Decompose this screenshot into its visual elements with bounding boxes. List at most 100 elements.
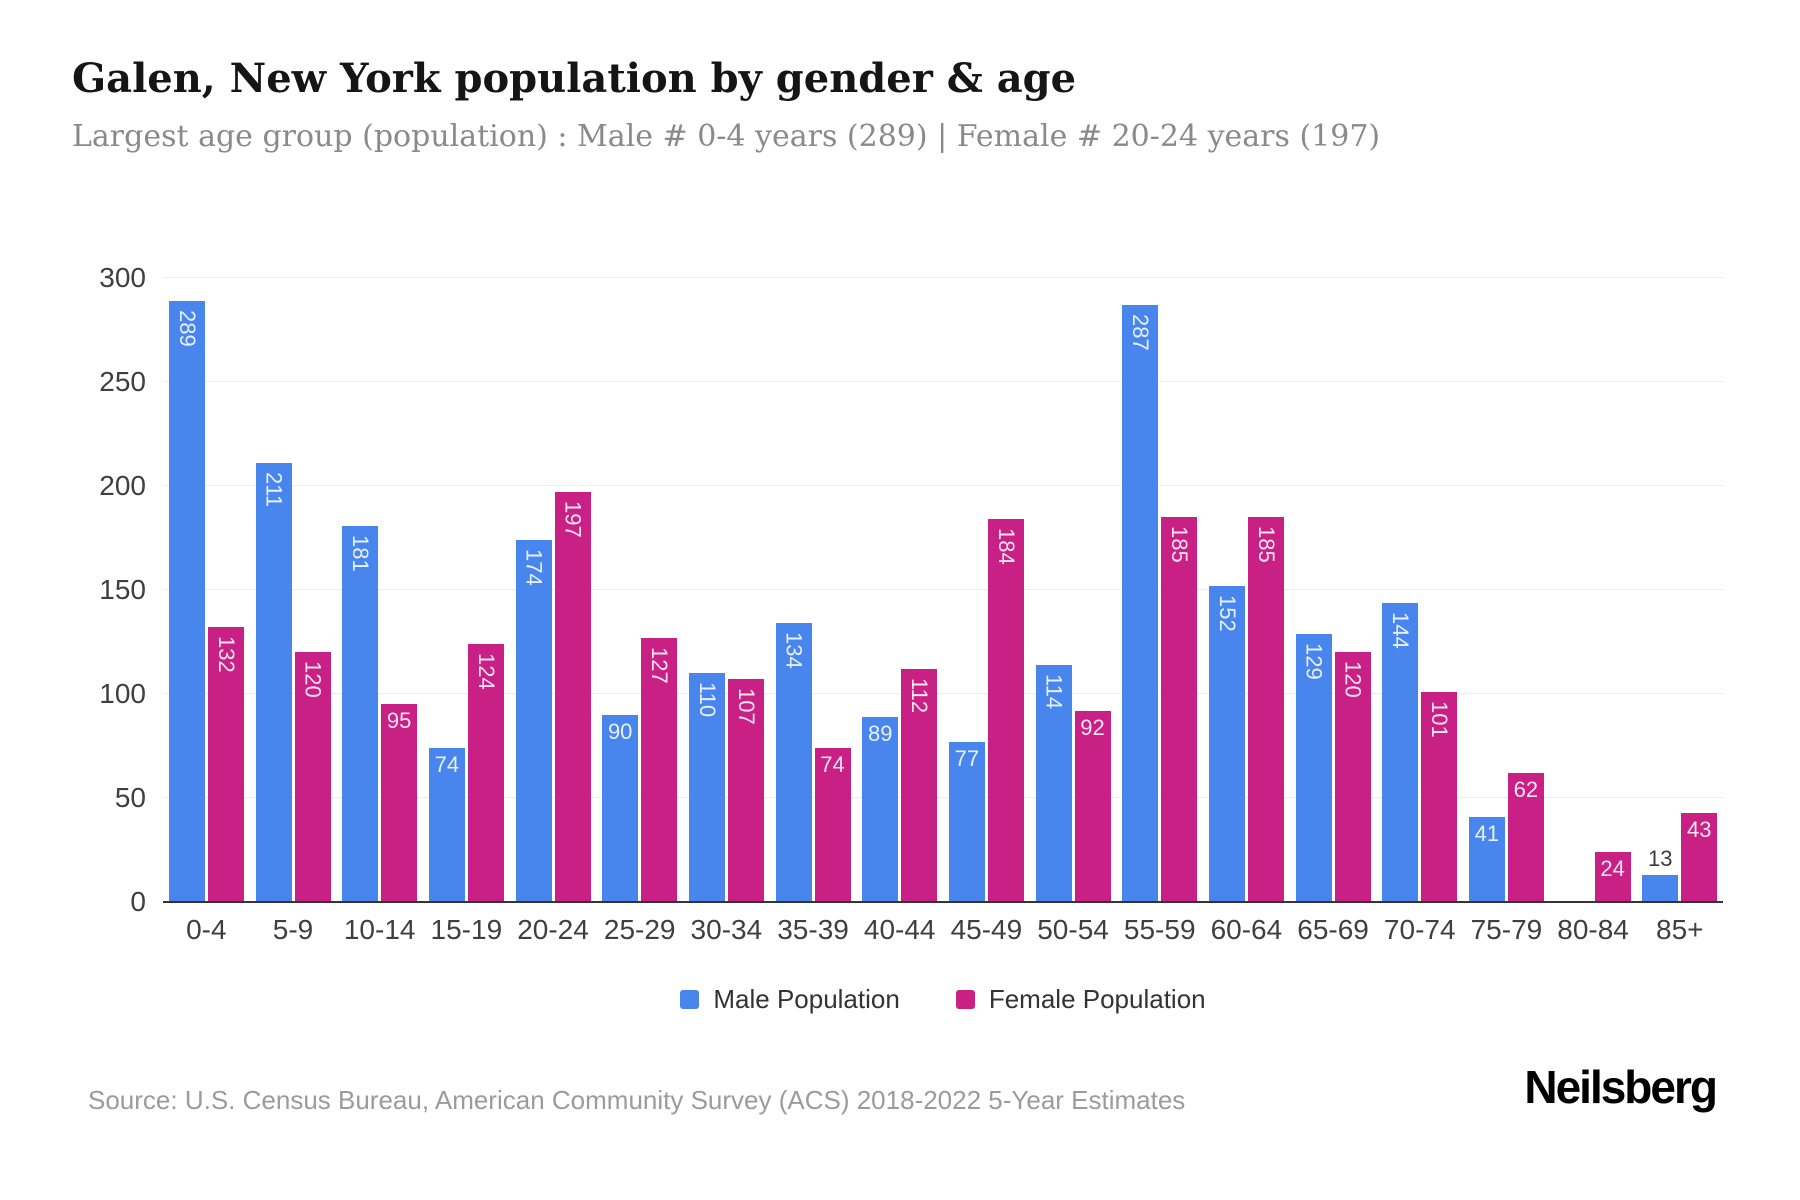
bar-female-30-34[interactable]: 107: [727, 679, 764, 902]
bar-male-40-44[interactable]: 89: [862, 716, 899, 902]
bar-value-label: 114: [1041, 673, 1067, 709]
x-axis-category-label: 30-34: [690, 914, 763, 945]
bar-value-label: 174: [521, 549, 547, 586]
bar-group-80-84: 24 80-84: [1550, 278, 1637, 945]
bar-value-label: 95: [386, 708, 412, 734]
bar-value-label: 90: [607, 718, 633, 744]
bar-value-label: 74: [434, 752, 460, 778]
bar-value-label: 110: [694, 682, 720, 718]
legend-item-male[interactable]: Male Population: [680, 984, 900, 1015]
bar-female-0-4[interactable]: 132: [207, 627, 244, 902]
bar-group-65-69: 129 120 65-69: [1290, 278, 1377, 945]
bar-value-label: 184: [993, 528, 1019, 566]
bar-group-55-59: 287 185 55-59: [1116, 278, 1203, 945]
bar-value-label: 89: [867, 720, 893, 746]
bar-male-25-29[interactable]: 90: [602, 714, 639, 902]
bar-group-5-9: 211 120 5-9: [250, 278, 337, 945]
bar-male-35-39[interactable]: 134: [775, 623, 812, 902]
x-axis-category-label: 15-19: [430, 914, 503, 945]
bar-group-0-4: 289 132 0-4: [163, 278, 250, 945]
bar-female-35-39[interactable]: 74: [814, 748, 851, 902]
bar-male-55-59[interactable]: 287: [1122, 305, 1159, 902]
bar-value-label: 43: [1687, 816, 1712, 842]
bar-male-85+[interactable]: 13: [1642, 848, 1679, 902]
bar-female-5-9[interactable]: 120: [294, 652, 331, 902]
x-axis-category-label: 5-9: [272, 914, 314, 945]
bar-female-50-54[interactable]: 92: [1074, 710, 1111, 902]
bar-female-15-19[interactable]: 124: [467, 644, 504, 902]
bar-value-label: 185: [1167, 526, 1193, 563]
bar-male-30-34[interactable]: 110: [688, 673, 725, 902]
bar-value-label: 127: [647, 646, 673, 684]
bar-group-70-74: 144 101 70-74: [1376, 278, 1463, 945]
bar-male-0-4[interactable]: 289: [168, 300, 205, 902]
x-axis-category-label: 45-49: [950, 914, 1023, 945]
x-axis-category-label: 40-44: [863, 914, 936, 945]
bar-group-35-39: 134 74 35-39: [770, 278, 857, 945]
bar-value-label: 13: [1648, 846, 1673, 871]
bar-value-label: 181: [348, 534, 374, 572]
bar-value-label: 101: [1427, 700, 1453, 738]
bar-female-40-44[interactable]: 112: [901, 669, 938, 902]
bar-female-10-14[interactable]: 95: [381, 704, 418, 902]
bar-female-60-64[interactable]: 185: [1247, 517, 1284, 902]
bar-value-label: 120: [300, 661, 326, 699]
bar-value-label: 77: [954, 745, 980, 771]
bar-female-70-74[interactable]: 101: [1421, 691, 1458, 902]
legend: Male Population Female Population: [163, 984, 1723, 1015]
bar-male-15-19[interactable]: 74: [428, 748, 465, 902]
x-axis-category-label: 70-74: [1383, 914, 1456, 945]
bar-female-20-24[interactable]: 197: [554, 492, 591, 902]
bar-value-label: 124: [473, 653, 499, 690]
bar-male-70-74[interactable]: 144: [1382, 602, 1419, 902]
bar-value-label: 62: [1513, 777, 1539, 802]
bar-female-45-49[interactable]: 184: [987, 519, 1024, 902]
y-axis-tick-label: 250: [99, 366, 146, 397]
bar-value-label: 74: [820, 752, 845, 778]
bar-male-45-49[interactable]: 77: [948, 741, 985, 902]
bar-female-85+[interactable]: 43: [1681, 812, 1718, 902]
x-axis-category-label: 65-69: [1297, 914, 1369, 945]
bar-male-50-54[interactable]: 114: [1035, 664, 1072, 902]
page-subtitle: Largest age group (population) : Male # …: [72, 119, 1381, 154]
bar-male-60-64[interactable]: 152: [1208, 585, 1245, 902]
bar-female-65-69[interactable]: 120: [1334, 652, 1371, 902]
legend-label-male: Male Population: [713, 984, 900, 1014]
legend-item-female[interactable]: Female Population: [955, 984, 1206, 1015]
bar-male-20-24[interactable]: 174: [515, 540, 552, 902]
x-axis-category-label: 55-59: [1123, 914, 1196, 945]
bar-male-10-14[interactable]: 181: [342, 525, 379, 902]
x-axis-category-label: 0-4: [186, 914, 227, 945]
neilsberg-logo: Neilsberg: [1524, 1061, 1718, 1113]
bar-female-55-59[interactable]: 185: [1161, 517, 1198, 902]
bar-group-45-49: 77 184 45-49: [943, 278, 1030, 945]
bar-male-65-69[interactable]: 129: [1295, 633, 1332, 902]
male-series-swatch-icon: [680, 990, 700, 1009]
bar-female-80-84[interactable]: 24: [1594, 852, 1631, 902]
bar-value-label: 112: [907, 678, 933, 714]
source-attribution: Source: U.S. Census Bureau, American Com…: [88, 1085, 1186, 1115]
bar-value-label: 132: [213, 636, 239, 674]
bar-male-5-9[interactable]: 211: [255, 463, 292, 902]
bar-value-label: 185: [1253, 526, 1279, 563]
bar-female-25-29[interactable]: 127: [641, 637, 678, 902]
bar-male-75-79[interactable]: 41: [1468, 816, 1505, 902]
female-series-swatch-icon: [955, 990, 975, 1009]
bar-value-label: 152: [1214, 594, 1240, 632]
bar-female-75-79[interactable]: 62: [1507, 773, 1544, 902]
x-axis-category-label: 50-54: [1037, 914, 1109, 945]
plot-area: 289 132 0-4 211 120 5-9 181 95 10-14 74 124 15-19 17…: [163, 277, 1723, 945]
bar-value-label: 107: [733, 688, 759, 726]
bar-group-85+: 13 43 85+: [1636, 278, 1723, 945]
legend-label-female: Female Population: [988, 984, 1206, 1014]
bar-value-label: 129: [1301, 642, 1327, 680]
bar-group-15-19: 74 124 15-19: [423, 278, 510, 945]
gridline: [163, 693, 1723, 694]
bar-value-label: 287: [1128, 314, 1154, 351]
bar-value-label: 197: [560, 501, 586, 538]
bar-value-label: 134: [781, 632, 807, 670]
bar-group-60-64: 152 185 60-64: [1203, 278, 1290, 945]
bar-value-label: 92: [1080, 714, 1105, 740]
y-axis-tick-label: 50: [114, 782, 146, 813]
x-axis-category-label: 10-14: [343, 914, 416, 945]
